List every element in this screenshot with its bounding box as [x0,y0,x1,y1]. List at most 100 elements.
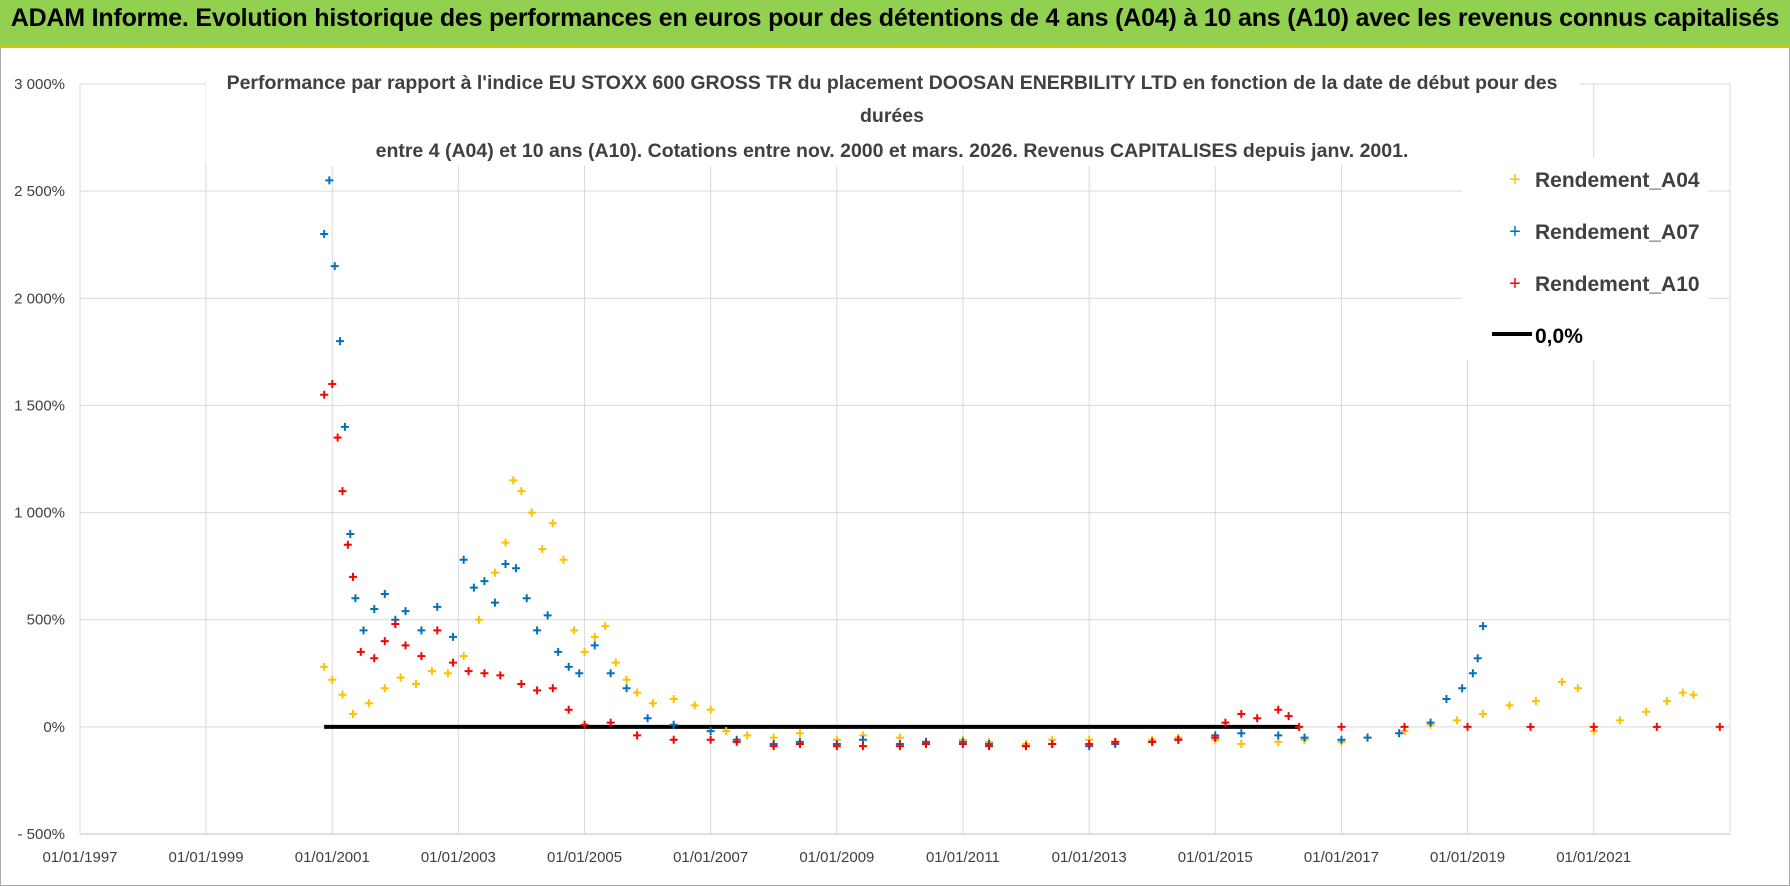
legend: + Rendement_A04 + Rendement_A07 + Rendem… [1462,158,1708,360]
data-point [340,422,349,431]
data-point [469,583,478,592]
data-point [1458,684,1467,693]
data-point [958,740,967,748]
y-tick-label: 2 500% [14,183,65,200]
data-point [517,487,526,496]
legend-item-zero: 0,0% [1492,325,1583,348]
data-point [1615,716,1624,725]
y-tick-label: 3 000% [14,76,65,93]
data-point [669,695,678,703]
y-tick-label: 1 500% [14,397,65,414]
data-point [325,176,334,185]
data-point [356,647,365,656]
data-point [601,622,610,631]
y-tick-label: 2 000% [14,290,65,307]
legend-label-a07: Rendement_A07 [1535,221,1700,244]
data-point [359,626,368,635]
data-point [1337,722,1346,731]
data-point [633,731,642,740]
x-tick-label: 01/01/2003 [421,849,496,866]
data-point [606,718,615,727]
data-point [1237,729,1246,738]
data-point [858,742,867,751]
data-point [401,641,410,650]
data-point [1473,654,1482,663]
data-point [1678,688,1687,697]
data-point [643,714,652,723]
data-point [564,705,573,714]
data-point [1253,714,1262,723]
data-point [496,671,505,680]
data-point [1021,742,1030,751]
data-point [328,380,337,388]
data-point [1363,733,1372,742]
x-tick-label: 01/01/2017 [1304,849,1379,866]
data-point [401,607,410,616]
data-point [722,727,731,736]
data-point [590,641,599,650]
data-point [669,720,678,729]
data-point [343,540,352,549]
x-tick-label: 01/01/1997 [42,849,117,866]
data-point [706,727,715,736]
page-title: ADAM Informe. Evolution historique des p… [10,4,1780,32]
data-point [538,545,547,553]
data-point [795,740,804,748]
data-point [895,742,904,751]
data-point [570,626,579,635]
data-point [1395,729,1404,738]
data-point [480,669,489,678]
data-point [364,699,373,708]
data-point [1300,733,1309,742]
y-axis-ticks: 3 000% 2 500% 2 000% 1 500% 1 000% 500% 0% - 50… [14,76,65,843]
data-point [475,615,484,624]
y-tick-label: 500% [27,612,65,629]
data-point [349,710,358,718]
x-tick-label: 01/01/2019 [1430,849,1505,866]
data-point [336,337,345,346]
data-point [985,742,994,751]
data-point [464,667,473,676]
header-bar: ADAM Informe. Evolution historique des p… [0,0,1790,48]
data-point [1048,740,1057,748]
data-point [1085,740,1094,748]
data-point [1174,735,1183,744]
data-point [396,673,405,682]
data-point [543,611,552,620]
data-point [417,652,426,661]
data-point [633,688,642,697]
data-point [1148,737,1157,746]
data-point [328,675,337,684]
chart-title: Performance par rapport à l'indice EU ST… [206,66,1580,166]
data-point [1505,701,1514,710]
data-point [320,390,329,399]
data-point [412,680,421,688]
x-tick-label: 01/01/1999 [169,849,244,866]
data-point [517,680,526,688]
data-point [448,658,457,667]
data-point [480,577,489,586]
data-point [1284,712,1293,721]
chart-title-line-1: Performance par rapport à l'indice EU ST… [227,72,1558,94]
y-tick-label: - 500% [17,826,65,843]
data-point [433,602,442,611]
x-tick-label: 01/01/2005 [547,849,622,866]
data-point [490,568,499,577]
data-point [380,684,389,693]
series-rendement-a07 [320,176,1488,751]
data-point [564,662,573,671]
data-point [1531,697,1540,706]
x-tick-label: 01/01/2021 [1556,849,1631,866]
data-point [921,740,930,748]
legend-item-a07: + Rendement_A07 [1509,221,1699,244]
data-point [1337,735,1346,744]
data-point [1642,707,1651,716]
data-point [706,705,715,714]
data-point [1400,722,1409,731]
data-point [1274,731,1283,740]
data-point [1479,710,1488,718]
data-point [320,230,329,238]
data-point [1468,669,1477,678]
data-point [1526,722,1535,731]
series-rendement-a04 [320,476,1698,748]
